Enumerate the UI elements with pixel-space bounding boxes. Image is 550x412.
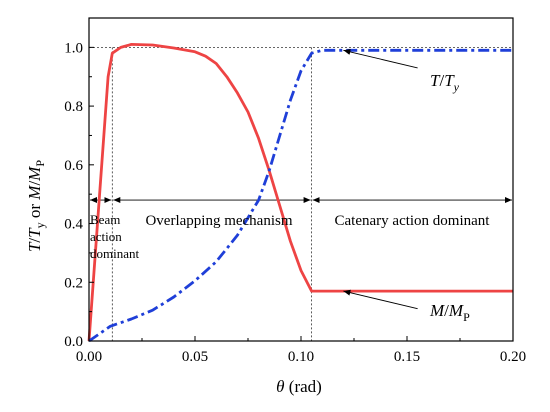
- x-axis-label: θ (rad): [276, 377, 322, 396]
- data-series: [87, 43, 513, 343]
- axes: [88, 17, 514, 342]
- x-tick-label: 0.15: [394, 349, 420, 365]
- y-axis-label: T/Ty or M/MP: [25, 160, 47, 252]
- series-line-t-ty: [88, 48, 513, 343]
- y-tick-label: 0.8: [64, 99, 83, 115]
- pointer-m: [343, 289, 418, 310]
- beam-action-label-line2: action: [90, 229, 122, 244]
- y-tick-label: 1.0: [64, 40, 83, 56]
- guide-lines: [89, 46, 514, 341]
- catenary-action-label: Catenary action dominant: [335, 213, 491, 229]
- series-line-m-mp: [87, 43, 513, 342]
- beam-action-label-line1: Beam: [90, 212, 120, 227]
- y-tick-label: 0.0: [64, 334, 83, 350]
- x-tick-label: 0.05: [182, 349, 208, 365]
- x-tick-label: 0.10: [288, 349, 314, 365]
- x-tick-label: 0.20: [500, 349, 526, 365]
- m-mp-series-label: M/MP: [429, 301, 470, 324]
- overlapping-mechanism-label: Overlapping mechanism: [145, 213, 292, 229]
- y-tick-label: 0.2: [64, 275, 83, 291]
- plot-frame: [88, 17, 514, 342]
- ticks: 0.00 0.05 0.10 0.15 0.20 0.0 0.2 0.4 0.6 0.8 1.0: [64, 40, 526, 365]
- annotations: [343, 48, 418, 310]
- y-tick-label: 0.6: [64, 158, 83, 174]
- pointer-t: [343, 48, 418, 69]
- t-ty-series-label: T/Ty: [430, 71, 460, 94]
- y-tick-label: 0.4: [64, 217, 83, 233]
- beam-action-label-line3: dominant: [90, 246, 139, 261]
- x-tick-label: 0.00: [76, 349, 102, 365]
